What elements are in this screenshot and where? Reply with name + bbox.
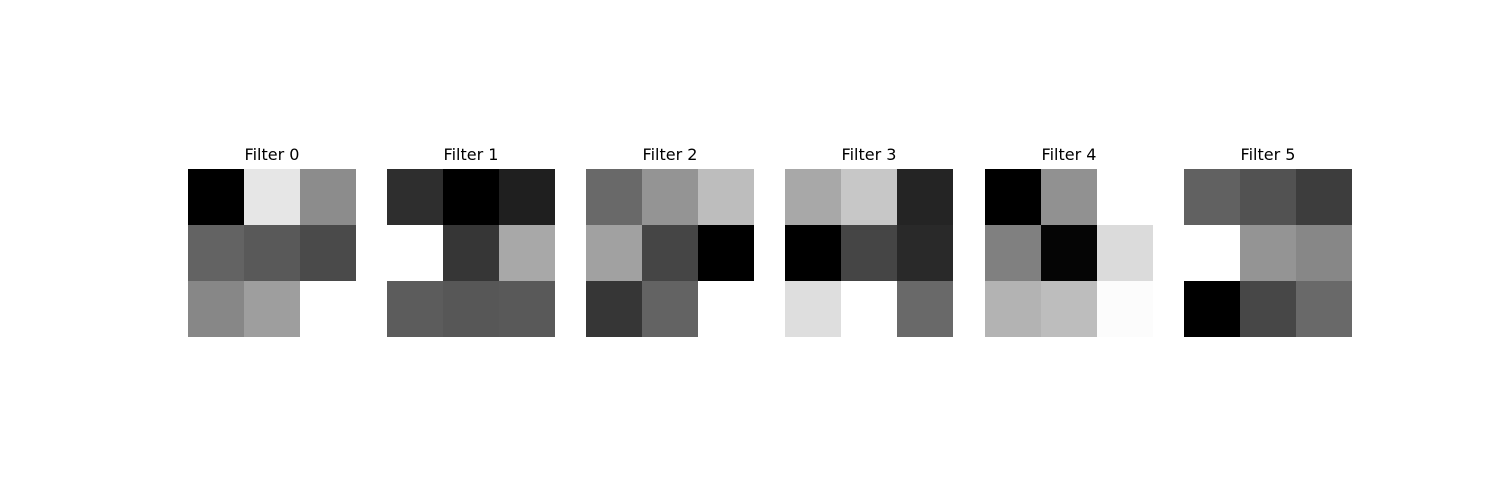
heatmap-cell	[443, 225, 499, 281]
panel-title: Filter 0	[244, 145, 300, 164]
heatmap-cell	[188, 169, 244, 225]
heatmap-cell	[642, 281, 698, 337]
heatmap-cell	[300, 281, 356, 337]
heatmap-cell	[1184, 225, 1240, 281]
heatmap-cell	[985, 169, 1041, 225]
heatmap-cell	[1240, 281, 1296, 337]
heatmap-cell	[499, 281, 555, 337]
heatmap-cell	[188, 281, 244, 337]
heatmap-cell	[499, 225, 555, 281]
filter-panel-1: Filter 1	[387, 145, 555, 337]
heatmap-cell	[897, 225, 953, 281]
heatmap-cell	[188, 225, 244, 281]
heatmap-cell	[698, 225, 754, 281]
heatmap-cell	[387, 169, 443, 225]
heatmap-cell	[244, 225, 300, 281]
heatmap-cell	[785, 225, 841, 281]
filter-panel-4: Filter 4	[985, 145, 1153, 337]
heatmap-cell	[1296, 169, 1352, 225]
heatmap-cell	[785, 169, 841, 225]
heatmap-cell	[897, 281, 953, 337]
filter-heatmap	[785, 169, 953, 337]
heatmap-cell	[1184, 281, 1240, 337]
heatmap-cell	[897, 169, 953, 225]
heatmap-cell	[1240, 169, 1296, 225]
heatmap-cell	[443, 281, 499, 337]
filter-panel-5: Filter 5	[1184, 145, 1352, 337]
heatmap-cell	[1184, 169, 1240, 225]
heatmap-cell	[841, 281, 897, 337]
panel-title: Filter 1	[443, 145, 499, 164]
heatmap-cell	[841, 225, 897, 281]
heatmap-cell	[1041, 169, 1097, 225]
heatmap-cell	[499, 169, 555, 225]
heatmap-cell	[1041, 225, 1097, 281]
filter-heatmap	[1184, 169, 1352, 337]
heatmap-cell	[586, 169, 642, 225]
heatmap-cell	[387, 281, 443, 337]
heatmap-cell	[1041, 281, 1097, 337]
heatmap-cell	[1097, 281, 1153, 337]
heatmap-cell	[985, 225, 1041, 281]
heatmap-cell	[785, 281, 841, 337]
heatmap-cell	[443, 169, 499, 225]
heatmap-cell	[586, 225, 642, 281]
heatmap-cell	[300, 225, 356, 281]
heatmap-cell	[1097, 225, 1153, 281]
heatmap-cell	[698, 281, 754, 337]
heatmap-cell	[244, 281, 300, 337]
heatmap-cell	[1097, 169, 1153, 225]
heatmap-cell	[642, 169, 698, 225]
filter-panel-2: Filter 2	[586, 145, 754, 337]
panel-title: Filter 3	[841, 145, 897, 164]
heatmap-cell	[300, 169, 356, 225]
filter-heatmap	[188, 169, 356, 337]
heatmap-cell	[1240, 225, 1296, 281]
heatmap-cell	[642, 225, 698, 281]
heatmap-cell	[387, 225, 443, 281]
heatmap-cell	[586, 281, 642, 337]
heatmap-cell	[244, 169, 300, 225]
filter-heatmap	[985, 169, 1153, 337]
heatmap-cell	[841, 169, 897, 225]
filter-heatmap	[387, 169, 555, 337]
panel-title: Filter 4	[1041, 145, 1097, 164]
filter-heatmap	[586, 169, 754, 337]
filter-panel-0: Filter 0	[188, 145, 356, 337]
panel-title: Filter 5	[1240, 145, 1296, 164]
heatmap-cell	[1296, 281, 1352, 337]
filter-panel-3: Filter 3	[785, 145, 953, 337]
panel-title: Filter 2	[642, 145, 698, 164]
heatmap-cell	[985, 281, 1041, 337]
heatmap-cell	[1296, 225, 1352, 281]
heatmap-cell	[698, 169, 754, 225]
